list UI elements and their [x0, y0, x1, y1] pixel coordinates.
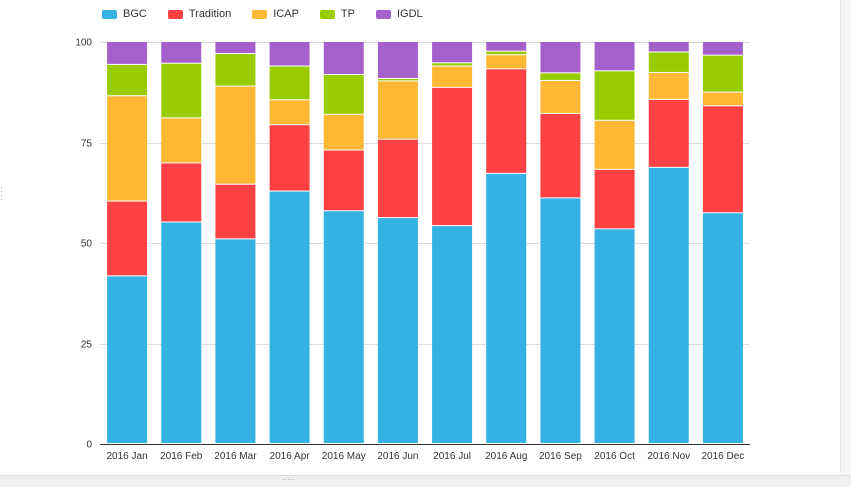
bar-segment-icap	[161, 118, 202, 163]
bar-segment-tradition	[648, 99, 689, 167]
bar-segment-icap	[107, 96, 148, 201]
bar-segment-igdl	[432, 42, 473, 63]
bottom-resize-grip-icon[interactable]: ·····	[282, 475, 296, 484]
x-tick-label: 2016 Nov	[647, 451, 690, 462]
x-tick-label: 2016 May	[322, 451, 366, 462]
bar-segment-igdl	[107, 42, 148, 64]
bar-segment-icap	[432, 66, 473, 87]
bar-segment-tradition	[540, 113, 581, 198]
x-tick-label: 2016 Oct	[594, 451, 635, 462]
x-tick-label: 2016 Dec	[702, 451, 745, 462]
bar-segment-tp	[648, 52, 689, 72]
bar-segment-bgc	[432, 226, 473, 443]
right-resize-strip[interactable]	[841, 0, 851, 475]
bar-segment-tradition	[215, 184, 256, 239]
bottom-resize-strip[interactable]	[0, 475, 851, 487]
x-tick-label: 2016 Mar	[214, 451, 257, 462]
bar-segment-bgc	[269, 191, 310, 443]
bar-segment-bgc	[161, 222, 202, 443]
bar-segment-tp	[161, 63, 202, 118]
y-tick-label: 100	[75, 38, 92, 49]
bar-segment-icap	[486, 55, 527, 69]
y-tick-label: 50	[81, 239, 93, 250]
bar-segment-tp	[107, 64, 148, 96]
x-tick-label: 2016 Jan	[107, 451, 148, 462]
legend-label: ICAP	[273, 8, 299, 20]
y-tick-label: 75	[81, 139, 93, 150]
bar-segment-tp	[702, 55, 743, 92]
legend-item-tradition[interactable]: Tradition	[167, 8, 232, 20]
bar-segment-icap	[377, 81, 418, 139]
bar-segment-tp	[432, 63, 473, 66]
legend-item-bgc[interactable]: BGC	[102, 8, 147, 20]
bar-segment-tp	[594, 71, 635, 120]
bar-segment-tp	[323, 74, 364, 114]
bar-segment-tp	[540, 73, 581, 80]
chart-legend: BGC Tradition ICAP TP IGDL	[102, 7, 444, 21]
legend-item-igdl[interactable]: IGDL	[375, 8, 423, 20]
bar-segment-bgc	[540, 198, 581, 443]
bar-segment-bgc	[107, 276, 148, 443]
bar-segment-bgc	[377, 218, 418, 443]
bar-segment-icap	[648, 72, 689, 99]
bar-segment-igdl	[323, 42, 364, 74]
x-tick-label: 2016 Jun	[377, 451, 418, 462]
legend-swatch	[252, 9, 268, 19]
bar-segment-tradition	[702, 106, 743, 213]
bar-segment-igdl	[486, 42, 527, 51]
left-resize-grip-icon[interactable]: · · · ·	[0, 183, 3, 204]
bar-segment-igdl	[269, 42, 310, 66]
bar-segment-igdl	[215, 42, 256, 54]
legend-label: Tradition	[188, 8, 232, 20]
bar-segment-tradition	[594, 169, 635, 229]
bar-segment-bgc	[702, 213, 743, 443]
bar-segment-bgc	[215, 239, 256, 443]
bar-segment-igdl	[540, 42, 581, 73]
legend-swatch	[375, 9, 391, 19]
y-tick-label: 25	[81, 340, 93, 351]
bar-segment-icap	[323, 114, 364, 150]
bar-segment-tradition	[269, 125, 310, 191]
legend-swatch	[102, 9, 117, 19]
bar-segment-tradition	[432, 87, 473, 226]
bar-segment-tradition	[486, 69, 527, 173]
bar-segment-igdl	[594, 42, 635, 71]
bar-segment-icap	[269, 100, 310, 125]
bar-segment-tp	[269, 66, 310, 100]
bar-segment-icap	[215, 86, 256, 184]
bar-segment-bgc	[486, 173, 527, 443]
bar-segment-tp	[215, 54, 256, 86]
bar-segment-igdl	[702, 42, 743, 55]
legend-label: TP	[340, 8, 355, 20]
bar-segment-icap	[702, 92, 743, 106]
bar-segment-bgc	[648, 167, 689, 444]
x-tick-label: 2016 Sep	[539, 451, 582, 462]
x-tick-label: 2016 Feb	[160, 451, 203, 462]
legend-item-tp[interactable]: TP	[319, 8, 355, 20]
bar-segment-tradition	[107, 201, 148, 276]
bar-segment-bgc	[594, 229, 635, 443]
x-tick-label: 2016 Jul	[433, 451, 471, 462]
x-tick-label: 2016 Aug	[485, 451, 527, 462]
bar-segment-icap	[594, 120, 635, 169]
y-tick-label: 0	[86, 440, 92, 451]
legend-swatch	[167, 9, 183, 19]
bar-segment-tradition	[161, 163, 202, 222]
bar-segment-bgc	[323, 211, 364, 443]
bar-segment-tp	[486, 51, 527, 55]
bar-segment-tradition	[323, 150, 364, 211]
bar-segment-tp	[377, 78, 418, 81]
legend-label: BGC	[123, 8, 147, 20]
legend-label: IGDL	[396, 8, 423, 20]
x-tick-label: 2016 Apr	[270, 451, 311, 462]
bar-segment-tradition	[377, 139, 418, 218]
bar-segment-icap	[540, 80, 581, 113]
bar-segment-igdl	[377, 42, 418, 78]
bar-segment-igdl	[161, 42, 202, 63]
legend-item-icap[interactable]: ICAP	[252, 8, 299, 20]
bar-segment-igdl	[648, 42, 689, 52]
legend-swatch	[319, 9, 335, 19]
